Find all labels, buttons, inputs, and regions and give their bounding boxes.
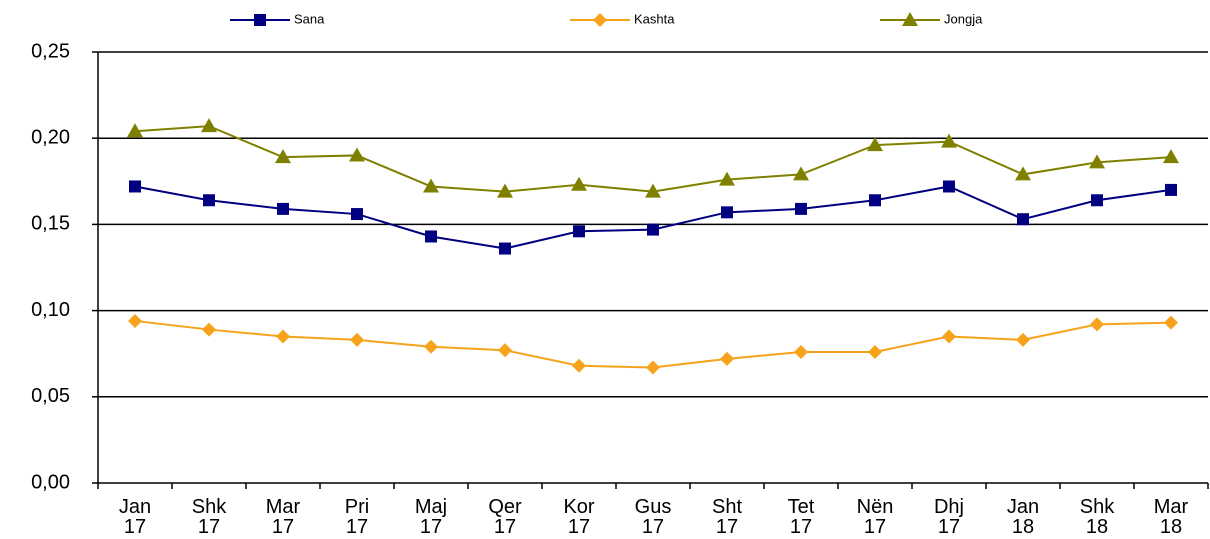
data-point [1163, 149, 1179, 164]
data-point [571, 176, 587, 191]
data-point [423, 178, 439, 193]
data-point [1164, 315, 1178, 330]
legend-label: Jongja [944, 11, 983, 26]
x-tick-label: Tet 17 [787, 496, 815, 538]
x-tick-label: Jan 18 [1006, 496, 1040, 538]
data-point [277, 202, 289, 215]
y-tick-label: 0,05 [31, 385, 70, 407]
data-point [1015, 166, 1031, 181]
data-point [127, 123, 143, 138]
data-point [720, 351, 734, 366]
data-point [498, 343, 512, 358]
legend-marker [902, 12, 918, 26]
x-tick-label: Sht 17 [711, 496, 743, 538]
x-tick-label: Pri 17 [344, 496, 370, 538]
data-point [424, 339, 438, 354]
data-point [868, 344, 882, 359]
y-tick-label: 0,10 [31, 299, 70, 321]
data-point [1016, 332, 1030, 347]
legend-label: Sana [294, 11, 325, 26]
data-point [275, 149, 291, 164]
data-point [499, 242, 511, 255]
data-point [128, 313, 142, 328]
x-tick-label: Gus 17 [634, 496, 672, 538]
data-point [793, 166, 809, 181]
legend-label: Kashta [634, 11, 675, 26]
y-tick-label: 0,25 [31, 40, 70, 62]
legend-marker [593, 13, 607, 27]
data-point [350, 332, 364, 347]
y-tick-label: 0,20 [31, 126, 70, 148]
data-point [942, 329, 956, 344]
data-point [351, 208, 363, 221]
data-point [201, 118, 217, 133]
data-point [647, 223, 659, 236]
x-tick-label: Jan 17 [118, 496, 152, 538]
data-point [276, 329, 290, 344]
y-tick-label: 0,00 [31, 471, 70, 493]
data-point [1165, 183, 1177, 196]
data-point [497, 183, 513, 198]
x-tick-label: Qer 17 [488, 496, 522, 538]
data-point [425, 230, 437, 243]
data-point [573, 225, 585, 238]
data-point [572, 358, 586, 373]
data-point [646, 360, 660, 375]
series-line [134, 125, 1172, 193]
data-point [1090, 317, 1104, 332]
x-tick-label: Maj 17 [414, 496, 448, 538]
x-tick-label: Dhj 17 [933, 496, 964, 538]
data-point [869, 194, 881, 207]
data-point [719, 171, 735, 186]
data-point [1089, 154, 1105, 169]
data-point [203, 194, 215, 207]
data-point [1091, 194, 1103, 207]
x-tick-label: Kor 17 [563, 496, 595, 538]
data-point [941, 133, 957, 148]
x-tick-label: Mar 17 [265, 496, 301, 538]
data-point [943, 180, 955, 193]
x-tick-label: Shk 17 [191, 496, 227, 538]
data-point [795, 202, 807, 215]
y-tick-label: 0,15 [31, 213, 70, 235]
data-point [349, 147, 365, 162]
data-point [129, 180, 141, 193]
x-tick-label: Shk 18 [1079, 496, 1115, 538]
x-tick-label: Nën 17 [856, 496, 894, 538]
data-point [794, 344, 808, 359]
x-tick-label: Mar 18 [1153, 496, 1189, 538]
data-point [645, 183, 661, 198]
data-point [202, 322, 216, 337]
legend-marker [254, 14, 266, 26]
data-point [1017, 213, 1029, 226]
data-point [721, 206, 733, 219]
data-point [867, 137, 883, 152]
